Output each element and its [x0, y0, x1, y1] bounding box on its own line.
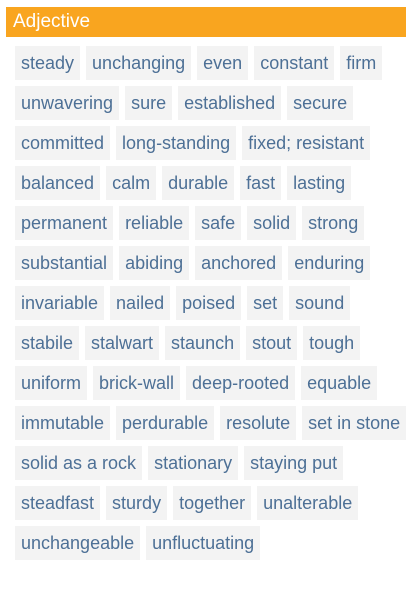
synonym-chip[interactable]: fixed; resistant — [242, 126, 371, 160]
synonym-chip[interactable]: unchangeable — [15, 526, 141, 560]
synonym-chip[interactable]: sound — [289, 286, 351, 320]
synonym-chip[interactable]: nailed — [110, 286, 171, 320]
synonym-chip[interactable]: resolute — [220, 406, 297, 440]
synonym-chip[interactable]: perdurable — [116, 406, 215, 440]
synonym-chip[interactable]: balanced — [15, 166, 101, 200]
synonym-chip[interactable]: reliable — [119, 206, 190, 240]
synonym-chip[interactable]: together — [173, 486, 252, 520]
synonym-chip[interactable]: stout — [246, 326, 298, 360]
synonym-chip[interactable]: steadfast — [15, 486, 101, 520]
synonym-chip[interactable]: safe — [195, 206, 242, 240]
synonym-chip[interactable]: durable — [162, 166, 235, 200]
synonym-chip[interactable]: staunch — [165, 326, 241, 360]
synonym-chip[interactable]: staying put — [244, 446, 344, 480]
synonym-chip[interactable]: constant — [254, 46, 335, 80]
synonym-chip[interactable]: secure — [287, 86, 354, 120]
synonym-chip[interactable]: lasting — [287, 166, 352, 200]
part-of-speech-label: Adjective — [13, 11, 91, 32]
synonym-chip[interactable]: enduring — [288, 246, 371, 280]
synonym-chip[interactable]: sturdy — [106, 486, 168, 520]
synonym-chip[interactable]: established — [178, 86, 282, 120]
synonym-chip[interactable]: brick-wall — [93, 366, 181, 400]
synonym-chip[interactable]: tough — [303, 326, 361, 360]
synonym-chip[interactable]: committed — [15, 126, 111, 160]
synonym-chip[interactable]: stabile — [15, 326, 80, 360]
synonym-chip[interactable]: anchored — [195, 246, 283, 280]
synonym-chip[interactable]: long-standing — [116, 126, 237, 160]
synonym-chip[interactable]: invariable — [15, 286, 105, 320]
synonym-chip[interactable]: stationary — [148, 446, 239, 480]
synonym-chip[interactable]: unwavering — [15, 86, 120, 120]
synonym-chip[interactable]: calm — [106, 166, 157, 200]
synonym-chip[interactable]: poised — [176, 286, 242, 320]
synonym-chip[interactable]: steady — [15, 46, 81, 80]
synonym-chip[interactable]: solid — [247, 206, 297, 240]
synonym-chip[interactable]: sure — [125, 86, 173, 120]
synonym-chip[interactable]: unchanging — [86, 46, 192, 80]
synonym-chip[interactable]: immutable — [15, 406, 111, 440]
synonym-chip[interactable]: solid as a rock — [15, 446, 143, 480]
synonym-chip[interactable]: set in stone — [302, 406, 407, 440]
synonym-chip[interactable]: unalterable — [257, 486, 359, 520]
synonym-chip[interactable]: even — [197, 46, 249, 80]
synonym-chip[interactable]: uniform — [15, 366, 88, 400]
synonym-chip[interactable]: set — [247, 286, 284, 320]
synonym-chip[interactable]: strong — [302, 206, 365, 240]
synonym-chip[interactable]: substantial — [15, 246, 114, 280]
synonym-chip[interactable]: deep-rooted — [186, 366, 296, 400]
synonym-chip[interactable]: stalwart — [85, 326, 160, 360]
synonym-list: steady unchanging even constant firm unwaveri… — [15, 46, 407, 560]
synonym-chip[interactable]: fast — [240, 166, 282, 200]
synonym-chip[interactable]: abiding — [119, 246, 190, 280]
synonym-chip[interactable]: unfluctuating — [146, 526, 261, 560]
section-header: Adjective — [6, 7, 406, 37]
synonym-chip[interactable]: equable — [301, 366, 378, 400]
synonym-chip[interactable]: permanent — [15, 206, 114, 240]
synonym-chip[interactable]: firm — [340, 46, 383, 80]
